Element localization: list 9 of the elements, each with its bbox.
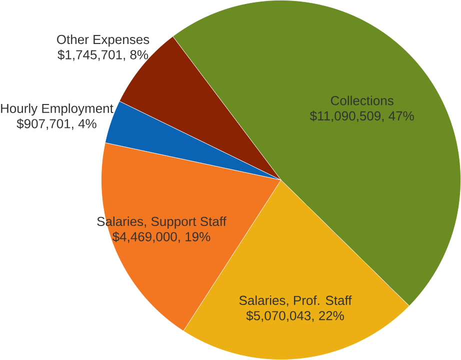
slice-label: Salaries, Prof. Staff xyxy=(239,295,352,307)
slice-label: Hourly Employment xyxy=(1,104,114,116)
data-label: $4,469,000, 19% xyxy=(112,232,210,243)
data-label: $907,701, 4% xyxy=(16,118,96,130)
slice-label: Collections xyxy=(330,96,394,106)
data-label: $11,090,509, 47% xyxy=(310,110,414,122)
data-label: $5,070,043, 22% xyxy=(246,310,344,322)
data-label: $1,745,701, 8% xyxy=(58,50,148,61)
slice-label: Other Expenses xyxy=(57,34,150,47)
